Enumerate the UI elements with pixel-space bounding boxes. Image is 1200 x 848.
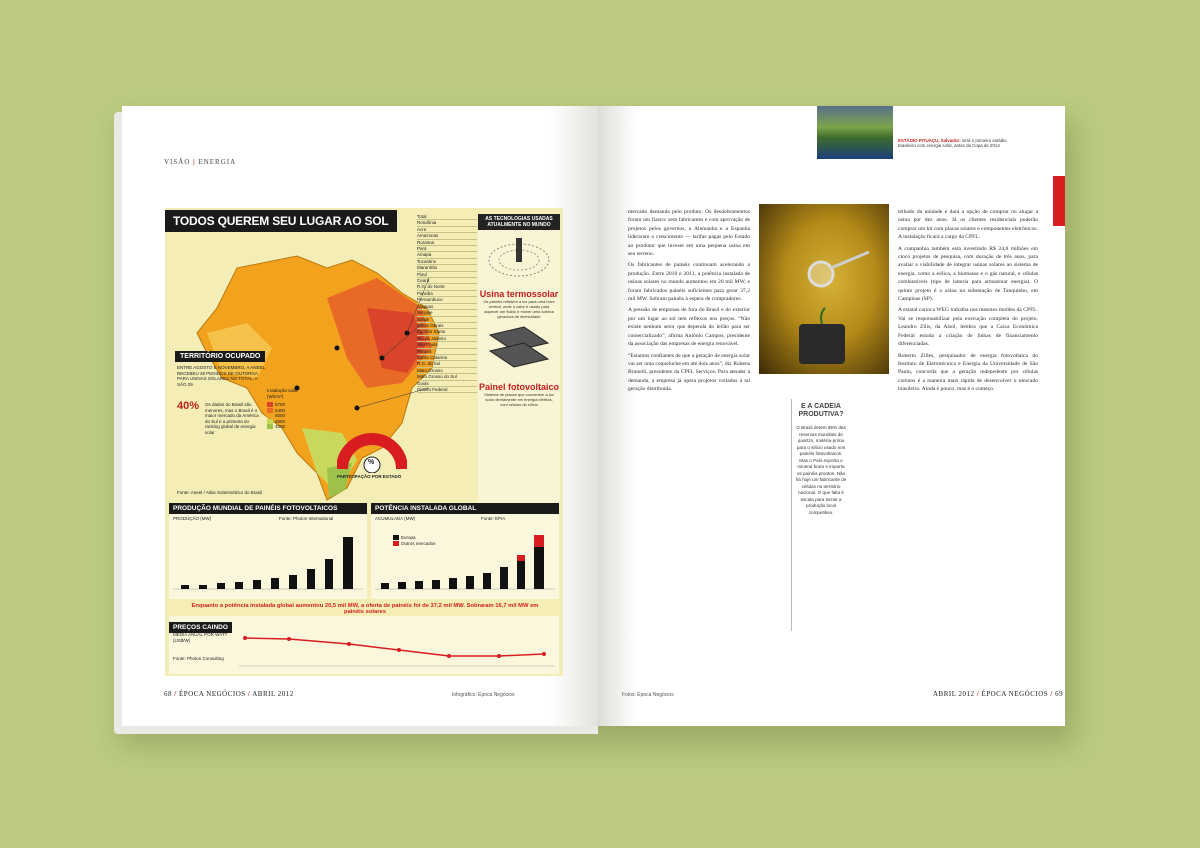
participation-label: PARTICIPAÇÃO POR ESTADO: [337, 474, 402, 479]
irradiation-legend-title: Irradiação solar (Wh/m²): [267, 388, 299, 399]
participation-symbol: %: [368, 459, 375, 466]
technologies-header: AS TECNOLOGIAS USADAS ATUALMENTE NO MUND…: [478, 214, 560, 230]
capacity-bars: [375, 535, 555, 590]
production-source: Fonte: Photon International: [279, 516, 334, 521]
pv-text: Sistema de placas que convertem a luz so…: [484, 392, 554, 407]
state-list-item: Pernambuco: [417, 297, 477, 304]
map-source: Fonte: Aneel / Atlas Solarimétrico do Br…: [177, 490, 263, 495]
state-list-item: Piauí: [417, 272, 477, 279]
state-list-item: R.G. do Norte: [417, 284, 477, 291]
technologies-panel: AS TECNOLOGIAS USADAS ATUALMENTE NO MUND…: [478, 214, 560, 504]
production-chart: PRODUÇÃO MUNDIAL DE PAINÉIS FOTOVOLTAICO…: [169, 503, 367, 599]
pv-title: Painel fotovoltaico: [478, 382, 559, 392]
section-tab: [1053, 176, 1065, 226]
state-list: Total Rondônia Acre Amazonas Roraima Pará Amap…: [417, 214, 477, 394]
article-paragraph: Roberto Zilles, pesquisador de energia f…: [898, 352, 1038, 393]
topic-label: ENERGIA: [198, 158, 237, 166]
state-list-item: Pará: [417, 246, 477, 253]
state-list-item: Sergipe: [417, 310, 477, 317]
state-list-item: Alagoas: [417, 304, 477, 311]
left-credit: Infográfico: Época Negócios: [452, 692, 515, 698]
right-page: ESTÁDIO PITUAÇU, Salvador: será o primei…: [598, 106, 1065, 726]
magnifier-plant-photo: [759, 204, 889, 374]
state-list-item: Ceará: [417, 278, 477, 285]
state-list-item: Espírito Santo: [417, 329, 477, 336]
article-column-2: telhado da unidade e dará a opção de com…: [898, 208, 1038, 397]
sidebar-title: E A CADEIA PRODUTIVA?: [798, 403, 844, 418]
article-column-1: mercado demanda pelo produto. Os desdobr…: [628, 208, 750, 397]
state-list-item: Distrito Federal: [417, 387, 477, 394]
brazil-map: [196, 255, 440, 501]
stadium-caption: ESTÁDIO PITUAÇU, Salvador: será o primei…: [898, 138, 1007, 149]
right-credit: Fotos: Época Negócios: [622, 692, 674, 698]
infographic-title: TODOS QUEREM SEU LUGAR AO SOL: [165, 210, 397, 232]
article-paragraph: mercado demanda pelo produto. Os desdobr…: [628, 209, 750, 258]
territory-highlight: 40%: [177, 400, 200, 412]
article-paragraph: A companhia também está investindo R$ 24…: [898, 245, 1038, 303]
state-list-item: Acre: [417, 227, 477, 234]
article-paragraph: telhado da unidade e dará a opção de com…: [898, 209, 1038, 241]
section-label: VISÃO: [164, 158, 191, 166]
state-list-item: Mato Grosso do Sul: [417, 374, 477, 381]
territory-note: Os dados do Brasil são menores, mas o Br…: [205, 402, 259, 435]
supply-chain-sidebar: E A CADEIA PRODUTIVA? O Brasil detém 95%…: [791, 399, 850, 631]
summary-note: Enquanto a potência instalada global aum…: [191, 603, 539, 615]
solar-panel-icon: [488, 326, 550, 368]
article-paragraph: A estatal carioca WEG trabalha nos mesmo…: [898, 307, 1038, 348]
state-list-item: Santa Catarina: [417, 355, 477, 362]
state-list-item: Tocantins: [417, 259, 477, 266]
capacity-legend: Europa Outros mercados: [393, 535, 436, 546]
price-unit: MÉDIA ANUAL POR WATT (US$/W): [173, 632, 228, 643]
territory-title: TERRITÓRIO OCUPADO: [175, 351, 266, 362]
irradiation-legend: 5700 5400 5000 4500 4000: [267, 402, 285, 430]
sidebar-text: O Brasil detém 95% das reservas mundiais…: [795, 425, 847, 515]
territory-text: ENTRE AGOSTO E NOVEMBRO, A ANEEL RECEBEU…: [177, 365, 265, 387]
thermosolar-title: Usina termossolar: [479, 289, 559, 299]
capacity-unit: ACUMULADA (MW): [375, 516, 416, 521]
state-list-item: São Paulo: [417, 342, 477, 349]
state-list-item: Amazonas: [417, 233, 477, 240]
state-list-item: Goiás: [417, 381, 477, 387]
price-chart: PREÇOS CAINDO MÉDIA ANUAL POR WATT (US$/…: [169, 616, 559, 674]
capacity-title: POTÊNCIA INSTALADA GLOBAL: [371, 503, 559, 514]
infographic: TODOS QUEREM SEU LUGAR AO SOL Total Rondô…: [165, 208, 563, 676]
magnifier-icon: [799, 250, 870, 364]
state-list-item: Paraná: [417, 349, 477, 355]
state-list-item: Minas Gerais: [417, 323, 477, 330]
state-list-item: Amapá: [417, 252, 477, 259]
left-folio: 68 / ÉPOCA NEGÓCIOS / ABRIL 2012: [164, 690, 294, 698]
stadium-photo: [817, 106, 893, 159]
production-bars: [173, 537, 363, 590]
capacity-source: Fonte: EPIA: [481, 516, 506, 521]
right-folio: ABRIL 2012 / ÉPOCA NEGÓCIOS / 69: [933, 690, 1064, 698]
state-list-item: Bahia: [417, 317, 477, 323]
left-page: VISÃO | ENERGIA TODOS QUEREM SEU LUGAR A…: [122, 106, 598, 726]
state-list-item: Paraíba: [417, 291, 477, 298]
capacity-chart: POTÊNCIA INSTALADA GLOBAL ACUMULADA (MW)…: [371, 503, 559, 599]
state-list-item: Total: [417, 214, 477, 221]
production-unit: PRODUÇÃO (MW): [173, 516, 212, 521]
state-list-item: Mato Grosso: [417, 368, 477, 375]
article-paragraph: “Estamos confiantes de que a geração de …: [628, 352, 750, 393]
state-list-item: R.G. do Sul: [417, 361, 477, 368]
price-title: PREÇOS CAINDO: [169, 622, 232, 633]
article-paragraph: A pressão de empresas de fora do Brasil …: [628, 307, 750, 348]
price-source: Fonte: Photon Consulting: [173, 656, 224, 661]
state-list-item: Roraima: [417, 240, 477, 247]
price-line: [239, 636, 554, 667]
thermosolar-text: Os painéis refletem a luz para uma torre…: [483, 299, 555, 319]
participation-gauge: [337, 433, 407, 473]
running-head: VISÃO | ENERGIA: [164, 158, 237, 166]
production-title: PRODUÇÃO MUNDIAL DE PAINÉIS FOTOVOLTAICO…: [169, 503, 367, 514]
article-paragraph: Os fabricantes de painéis continuam acel…: [628, 262, 750, 303]
state-list-item: Rondônia: [417, 220, 477, 227]
thermosolar-icon: [488, 238, 550, 277]
state-list-item: Maranhão: [417, 265, 477, 272]
state-list-item: Rio de Janeiro: [417, 336, 477, 343]
